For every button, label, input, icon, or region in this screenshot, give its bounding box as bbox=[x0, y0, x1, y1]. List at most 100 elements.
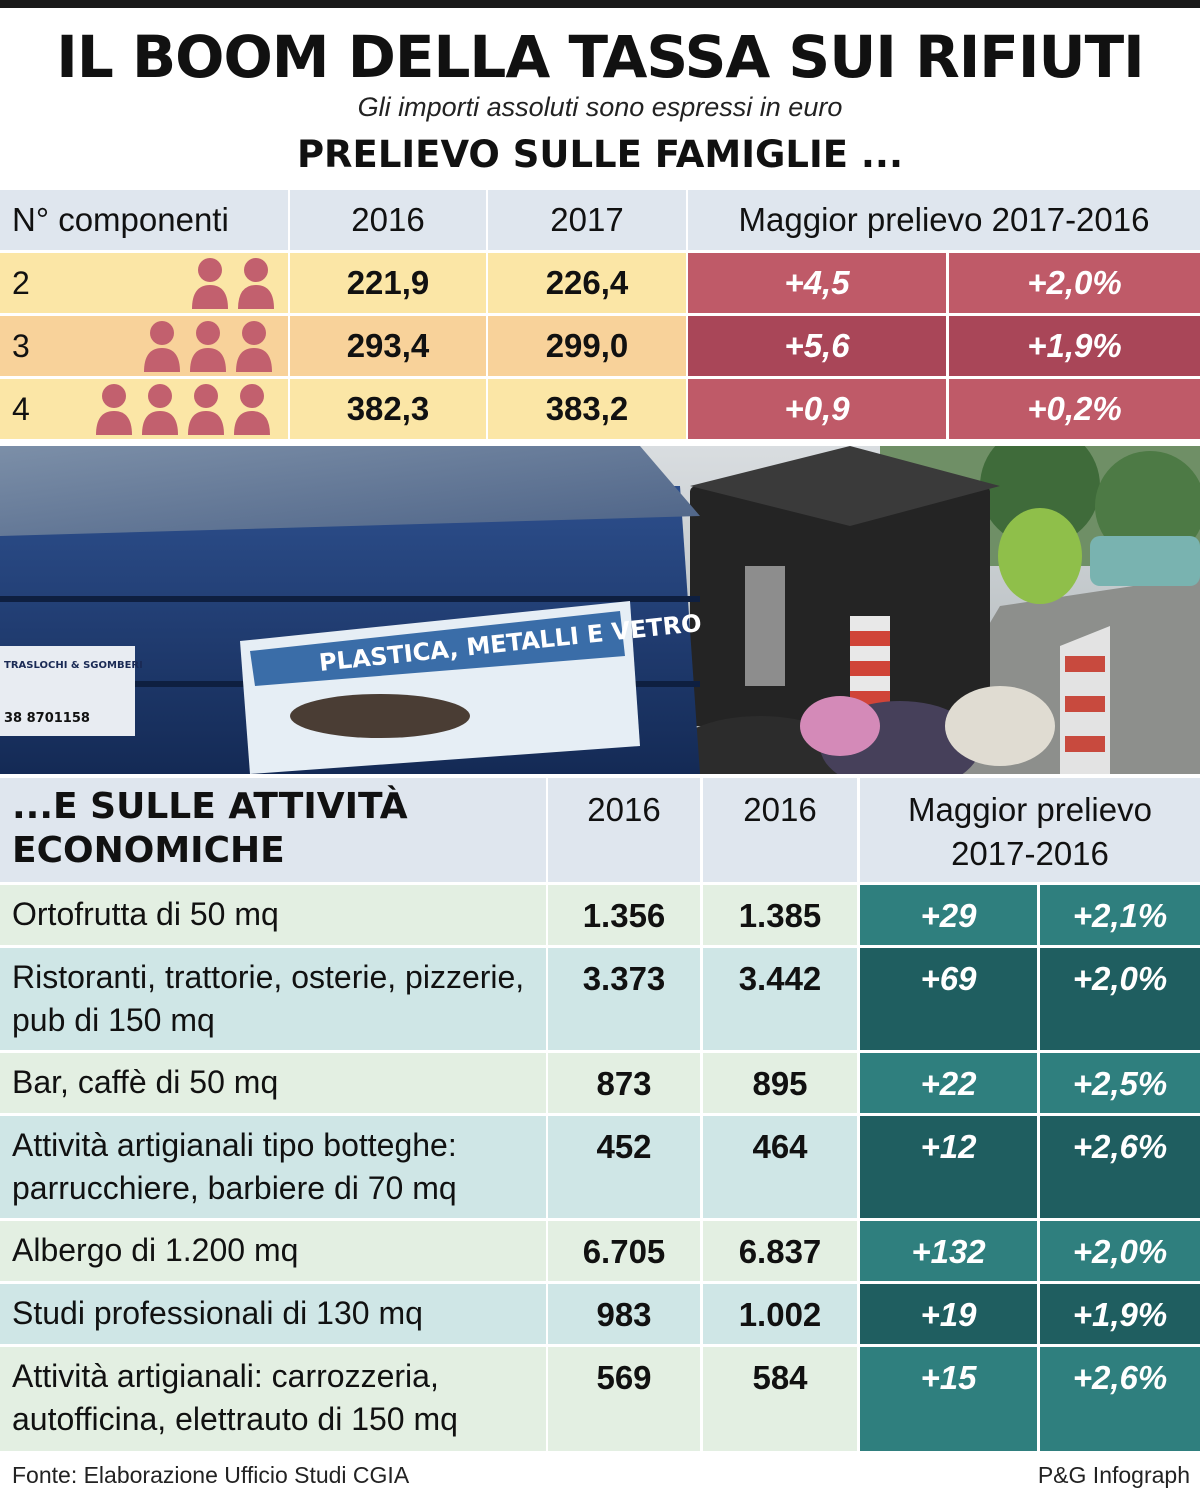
business-title-text: ...E SULLE ATTIVITÀ ECONOMICHE bbox=[12, 786, 408, 871]
bin-handle bbox=[745, 566, 785, 686]
person-icon bbox=[192, 258, 228, 309]
business-delta-abs: +69 bbox=[860, 948, 1037, 1050]
business-delta-abs: +19 bbox=[860, 1284, 1037, 1344]
families-header-2016: 2016 bbox=[290, 190, 486, 250]
value-2017: 299,0 bbox=[488, 316, 686, 376]
garbage-bag bbox=[800, 696, 880, 756]
person-icon bbox=[190, 321, 226, 372]
green-bell-bin bbox=[998, 508, 1082, 604]
business-label: Ortofrutta di 50 mq bbox=[0, 885, 546, 945]
delta-pct-text: +2,0% bbox=[1027, 264, 1122, 301]
page-title: IL BOOM DELLA TASSA SUI RIFIUTI bbox=[56, 23, 1145, 91]
delta-pct: +2,0% bbox=[949, 253, 1200, 313]
business-value-2016: 1.356 bbox=[548, 885, 700, 945]
business-header-col2: 2016 bbox=[703, 778, 857, 882]
header-2016-label: 2016 bbox=[351, 201, 425, 238]
value-2016-text: 293,4 bbox=[346, 327, 430, 364]
business-value-2016: 569 bbox=[548, 1347, 700, 1451]
barrier-stripe bbox=[1065, 736, 1105, 752]
business-label: Bar, caffè di 50 mq bbox=[0, 1053, 546, 1113]
components-value: 3 bbox=[12, 327, 30, 364]
business-delta-pct: +2,6% bbox=[1040, 1116, 1200, 1218]
value-2017: 226,4 bbox=[488, 253, 686, 313]
value-2016-text: 221,9 bbox=[346, 264, 430, 301]
business-delta-pct: +2,6% bbox=[1040, 1347, 1200, 1451]
business-delta-pct: +2,0% bbox=[1040, 1221, 1200, 1281]
header-components-label: N° componenti bbox=[12, 201, 229, 238]
business-delta-abs: +29 bbox=[860, 885, 1037, 945]
value-2017-text: 383,2 bbox=[545, 390, 629, 427]
business-delta-abs: +132 bbox=[860, 1221, 1037, 1281]
delta-abs: +5,6 bbox=[688, 316, 946, 376]
person-icon bbox=[234, 384, 270, 435]
business-delta-abs: +15 bbox=[860, 1347, 1037, 1451]
business-value-2017: 584 bbox=[703, 1347, 857, 1451]
reflector-red bbox=[850, 631, 890, 646]
black-bin-lid bbox=[690, 446, 1000, 526]
header-delta-label: Maggior prelievo 2017-2016 bbox=[738, 201, 1150, 238]
business-header-delta-label: Maggior prelievo 2017-2016 bbox=[908, 791, 1152, 872]
value-2017: 383,2 bbox=[488, 379, 686, 439]
value-2017-text: 299,0 bbox=[545, 327, 629, 364]
ad-sticker-title: TRASLOCHI & SGOMBERI bbox=[4, 660, 143, 671]
components-value: 4 bbox=[12, 390, 30, 427]
subtitle: Gli importi assoluti sono espressi in eu… bbox=[357, 92, 843, 122]
person-icons bbox=[94, 383, 272, 435]
business-value-2016: 452 bbox=[548, 1116, 700, 1218]
value-2017-text: 226,4 bbox=[545, 264, 629, 301]
business-value-2017: 1.385 bbox=[703, 885, 857, 945]
garbage-bag bbox=[945, 686, 1055, 766]
person-icons bbox=[190, 257, 276, 309]
waste-bins-photo: PLASTICA, METALLI E VETRO TRASLOCHI & SG… bbox=[0, 446, 1200, 774]
business-value-2017: 1.002 bbox=[703, 1284, 857, 1344]
torn-sticker bbox=[290, 694, 470, 738]
tree-crown bbox=[980, 446, 1100, 546]
header-2017-label: 2017 bbox=[550, 201, 624, 238]
value-2016: 382,3 bbox=[290, 379, 486, 439]
business-header-col1-label: 2016 bbox=[587, 791, 661, 828]
bin-ridge bbox=[0, 596, 700, 602]
business-label: Albergo di 1.200 mq bbox=[0, 1221, 546, 1281]
business-delta-abs: +12 bbox=[860, 1116, 1037, 1218]
delta-pct-text: +0,2% bbox=[1027, 390, 1122, 427]
business-header-bg bbox=[0, 778, 546, 882]
reflector-red bbox=[850, 661, 890, 676]
person-icon bbox=[96, 384, 132, 435]
business-header-col1: 2016 bbox=[548, 778, 700, 882]
delta-abs-text: +0,9 bbox=[784, 390, 850, 427]
person-icons bbox=[142, 320, 274, 372]
business-value-2017: 895 bbox=[703, 1053, 857, 1113]
delta-abs: +0,9 bbox=[688, 379, 946, 439]
person-icon bbox=[142, 384, 178, 435]
delta-pct: +1,9% bbox=[949, 316, 1200, 376]
tree-crown bbox=[1095, 451, 1200, 561]
source-note: Fonte: Elaborazione Ufficio Studi CGIA bbox=[12, 1462, 410, 1488]
business-header-delta: Maggior prelievo 2017-2016 bbox=[860, 778, 1200, 882]
business-label: Ristoranti, trattorie, osterie, pizzerie… bbox=[0, 948, 546, 1050]
person-icon bbox=[188, 384, 224, 435]
business-header-col2-label: 2016 bbox=[743, 791, 817, 828]
business-value-2016: 3.373 bbox=[548, 948, 700, 1050]
delta-pct: +0,2% bbox=[949, 379, 1200, 439]
business-delta-pct: +2,0% bbox=[1040, 948, 1200, 1050]
barrier-stripe bbox=[1065, 696, 1105, 712]
delta-abs-text: +4,5 bbox=[784, 264, 850, 301]
value-2016: 293,4 bbox=[290, 316, 486, 376]
business-label: Studi professionali di 130 mq bbox=[0, 1284, 546, 1344]
delta-pct-text: +1,9% bbox=[1027, 327, 1122, 364]
value-2016: 221,9 bbox=[290, 253, 486, 313]
business-delta-pct: +2,5% bbox=[1040, 1053, 1200, 1113]
business-value-2016: 983 bbox=[548, 1284, 700, 1344]
credit: P&G Infograph bbox=[1037, 1462, 1190, 1488]
business-value-2016: 6.705 bbox=[548, 1221, 700, 1281]
business-title: ...E SULLE ATTIVITÀ ECONOMICHE bbox=[12, 785, 532, 873]
business-label: Attività artigianali tipo botteghe: parr… bbox=[0, 1116, 546, 1218]
families-title: PRELIEVO SULLE FAMIGLIE ... bbox=[296, 133, 904, 176]
families-header-2017: 2017 bbox=[488, 190, 686, 250]
value-2016-text: 382,3 bbox=[346, 390, 430, 427]
person-icon bbox=[144, 321, 180, 372]
families-header-delta: Maggior prelievo 2017-2016 bbox=[688, 190, 1200, 250]
parked-car bbox=[1090, 536, 1200, 586]
row-bg: 2 bbox=[0, 253, 288, 313]
business-delta-pct: +2,1% bbox=[1040, 885, 1200, 945]
